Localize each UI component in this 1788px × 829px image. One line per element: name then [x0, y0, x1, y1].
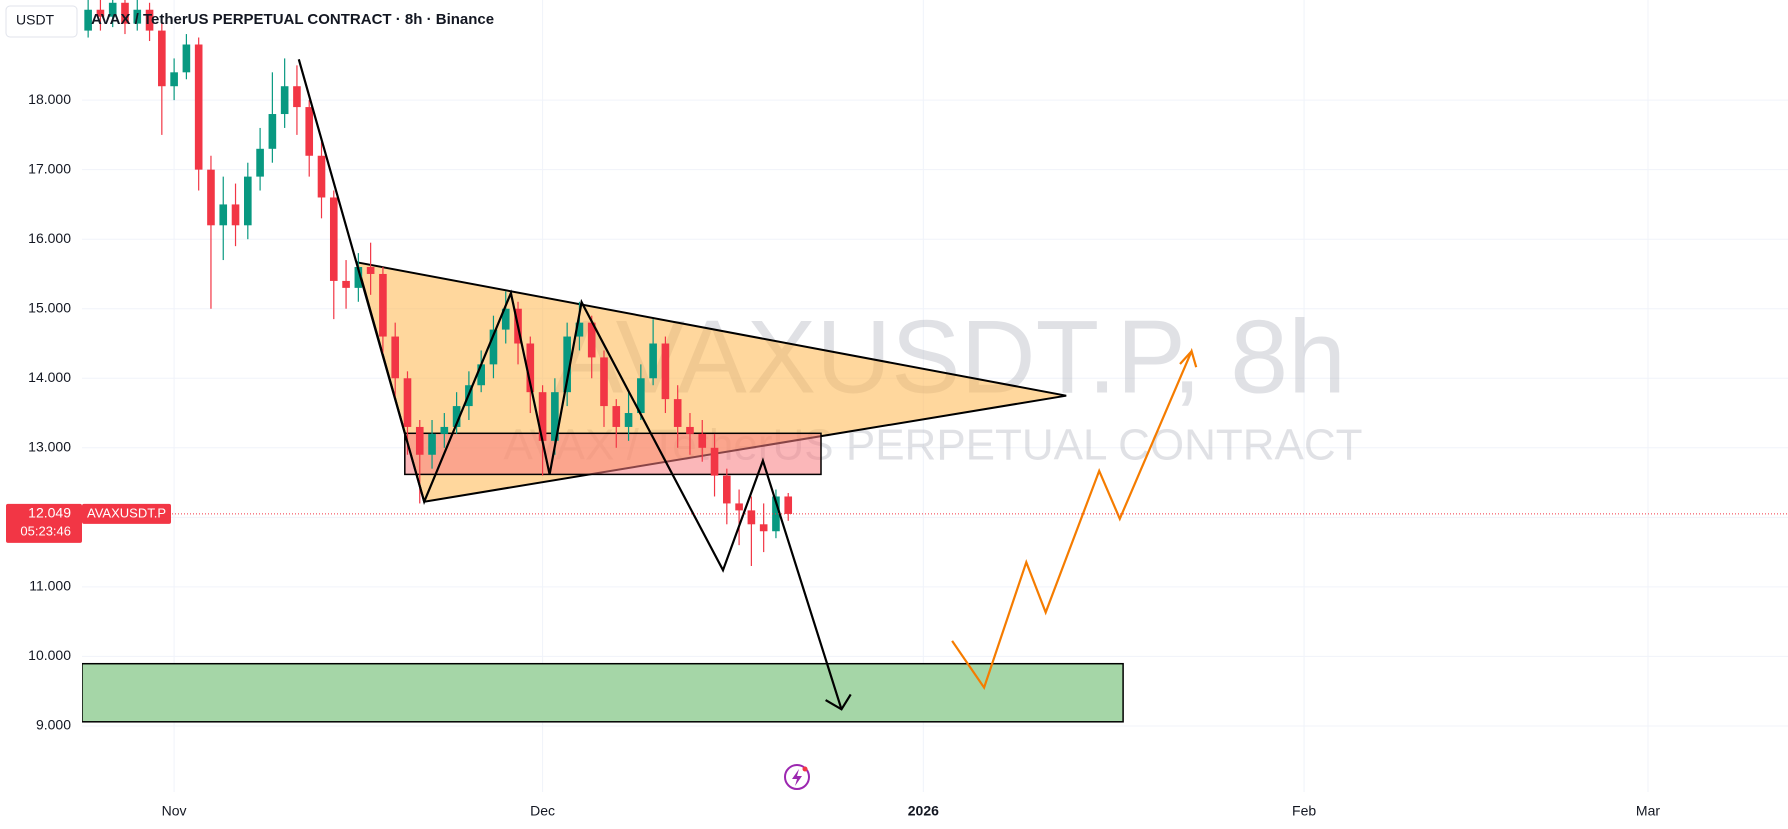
candle-body [170, 72, 178, 87]
event-icon[interactable] [784, 764, 810, 790]
candle-body [710, 447, 719, 476]
candle-body [501, 308, 510, 330]
candle-body [354, 267, 363, 288]
x-tick-label: Mar [1636, 803, 1660, 819]
candle-body [182, 44, 191, 73]
candle-body [317, 155, 326, 198]
resistance-zone [404, 432, 822, 476]
candle-body [158, 30, 166, 87]
candle-body [428, 433, 436, 455]
x-tick-label: 2026 [908, 803, 939, 819]
candle-body [649, 343, 657, 379]
candle-body [96, 9, 105, 17]
candle-body [587, 322, 596, 358]
candle-body [133, 9, 142, 24]
y-tick-label: 9.000 [36, 717, 71, 733]
event-dot [802, 766, 808, 772]
candle-body [342, 280, 350, 288]
candle-body [526, 343, 535, 393]
candle-body [563, 336, 571, 393]
candle-body [784, 496, 793, 514]
candle-body [293, 86, 301, 108]
candle-body [415, 426, 424, 455]
y-tick-label: 14.000 [28, 369, 71, 385]
last-price-label: 12.049 [28, 505, 71, 521]
candle-body [256, 148, 264, 177]
candle-body [723, 475, 731, 504]
recovery-path [951, 347, 1198, 691]
y-tick-label: 17.000 [28, 160, 71, 176]
y-tick-label: 16.000 [28, 230, 71, 246]
last-price-box [6, 503, 82, 543]
candle-body [121, 2, 129, 24]
candle-body [329, 197, 338, 281]
candle-body [575, 322, 584, 337]
candle-body [219, 204, 228, 226]
chart-title: AVAX / TetherUS PERPETUAL CONTRACT · 8h … [91, 11, 494, 28]
candle-body [661, 343, 670, 400]
support-zone [82, 662, 1124, 723]
y-tick-label: 13.000 [28, 439, 71, 455]
candle-body [84, 9, 92, 31]
candle-body [403, 378, 412, 427]
x-tick-label: Feb [1292, 803, 1316, 819]
arrow-head [825, 693, 852, 711]
candle-body [366, 267, 375, 274]
candle-body [440, 426, 449, 434]
candle-body [231, 204, 240, 226]
overlay: 9.00010.00011.00012.00013.00014.00015.00… [6, 91, 1788, 819]
candle-body [747, 510, 756, 525]
candle-body [244, 176, 252, 226]
candle-body [686, 426, 694, 434]
candle-body [305, 107, 314, 156]
candle-body [268, 114, 277, 149]
candle-body [489, 329, 498, 365]
candle-body [145, 9, 154, 31]
x-tick-label: Nov [162, 803, 187, 819]
candle-body [477, 364, 485, 386]
countdown: 05:23:46 [20, 523, 71, 538]
candle-body [735, 503, 743, 511]
candle-body [391, 336, 400, 379]
x-tick-label: Dec [530, 803, 555, 819]
candle-body [600, 357, 608, 407]
candle-body [673, 399, 682, 427]
candles [84, 0, 793, 567]
candle-body [698, 433, 707, 448]
drawings-over [297, 59, 1198, 790]
candle-body [612, 406, 621, 427]
y-tick-label: 10.000 [28, 647, 71, 663]
y-tick-label: 18.000 [28, 91, 71, 107]
y-tick-label: 11.000 [29, 578, 71, 594]
symbol-box [82, 503, 171, 524]
candle-body [108, 2, 117, 17]
candle-body [551, 392, 559, 441]
projection-path [297, 59, 843, 710]
candle-body [538, 392, 547, 441]
candle-body [207, 169, 215, 226]
candle-body [452, 406, 461, 427]
currency: USDT [16, 12, 55, 28]
candle-body [194, 44, 203, 170]
candle-body [379, 273, 387, 337]
currency-box[interactable] [5, 5, 78, 38]
grid [82, 0, 1788, 792]
candle-body [759, 524, 768, 532]
candle-body [280, 86, 289, 115]
event-icon-bolt [792, 769, 802, 786]
candle-body [624, 413, 633, 427]
drawings-under [82, 261, 1124, 723]
candle-body [637, 378, 645, 414]
y-tick-label: 15.000 [28, 299, 71, 315]
symbol-label: AVAXUSDT.P [87, 505, 166, 520]
arrow-head [1179, 350, 1193, 365]
